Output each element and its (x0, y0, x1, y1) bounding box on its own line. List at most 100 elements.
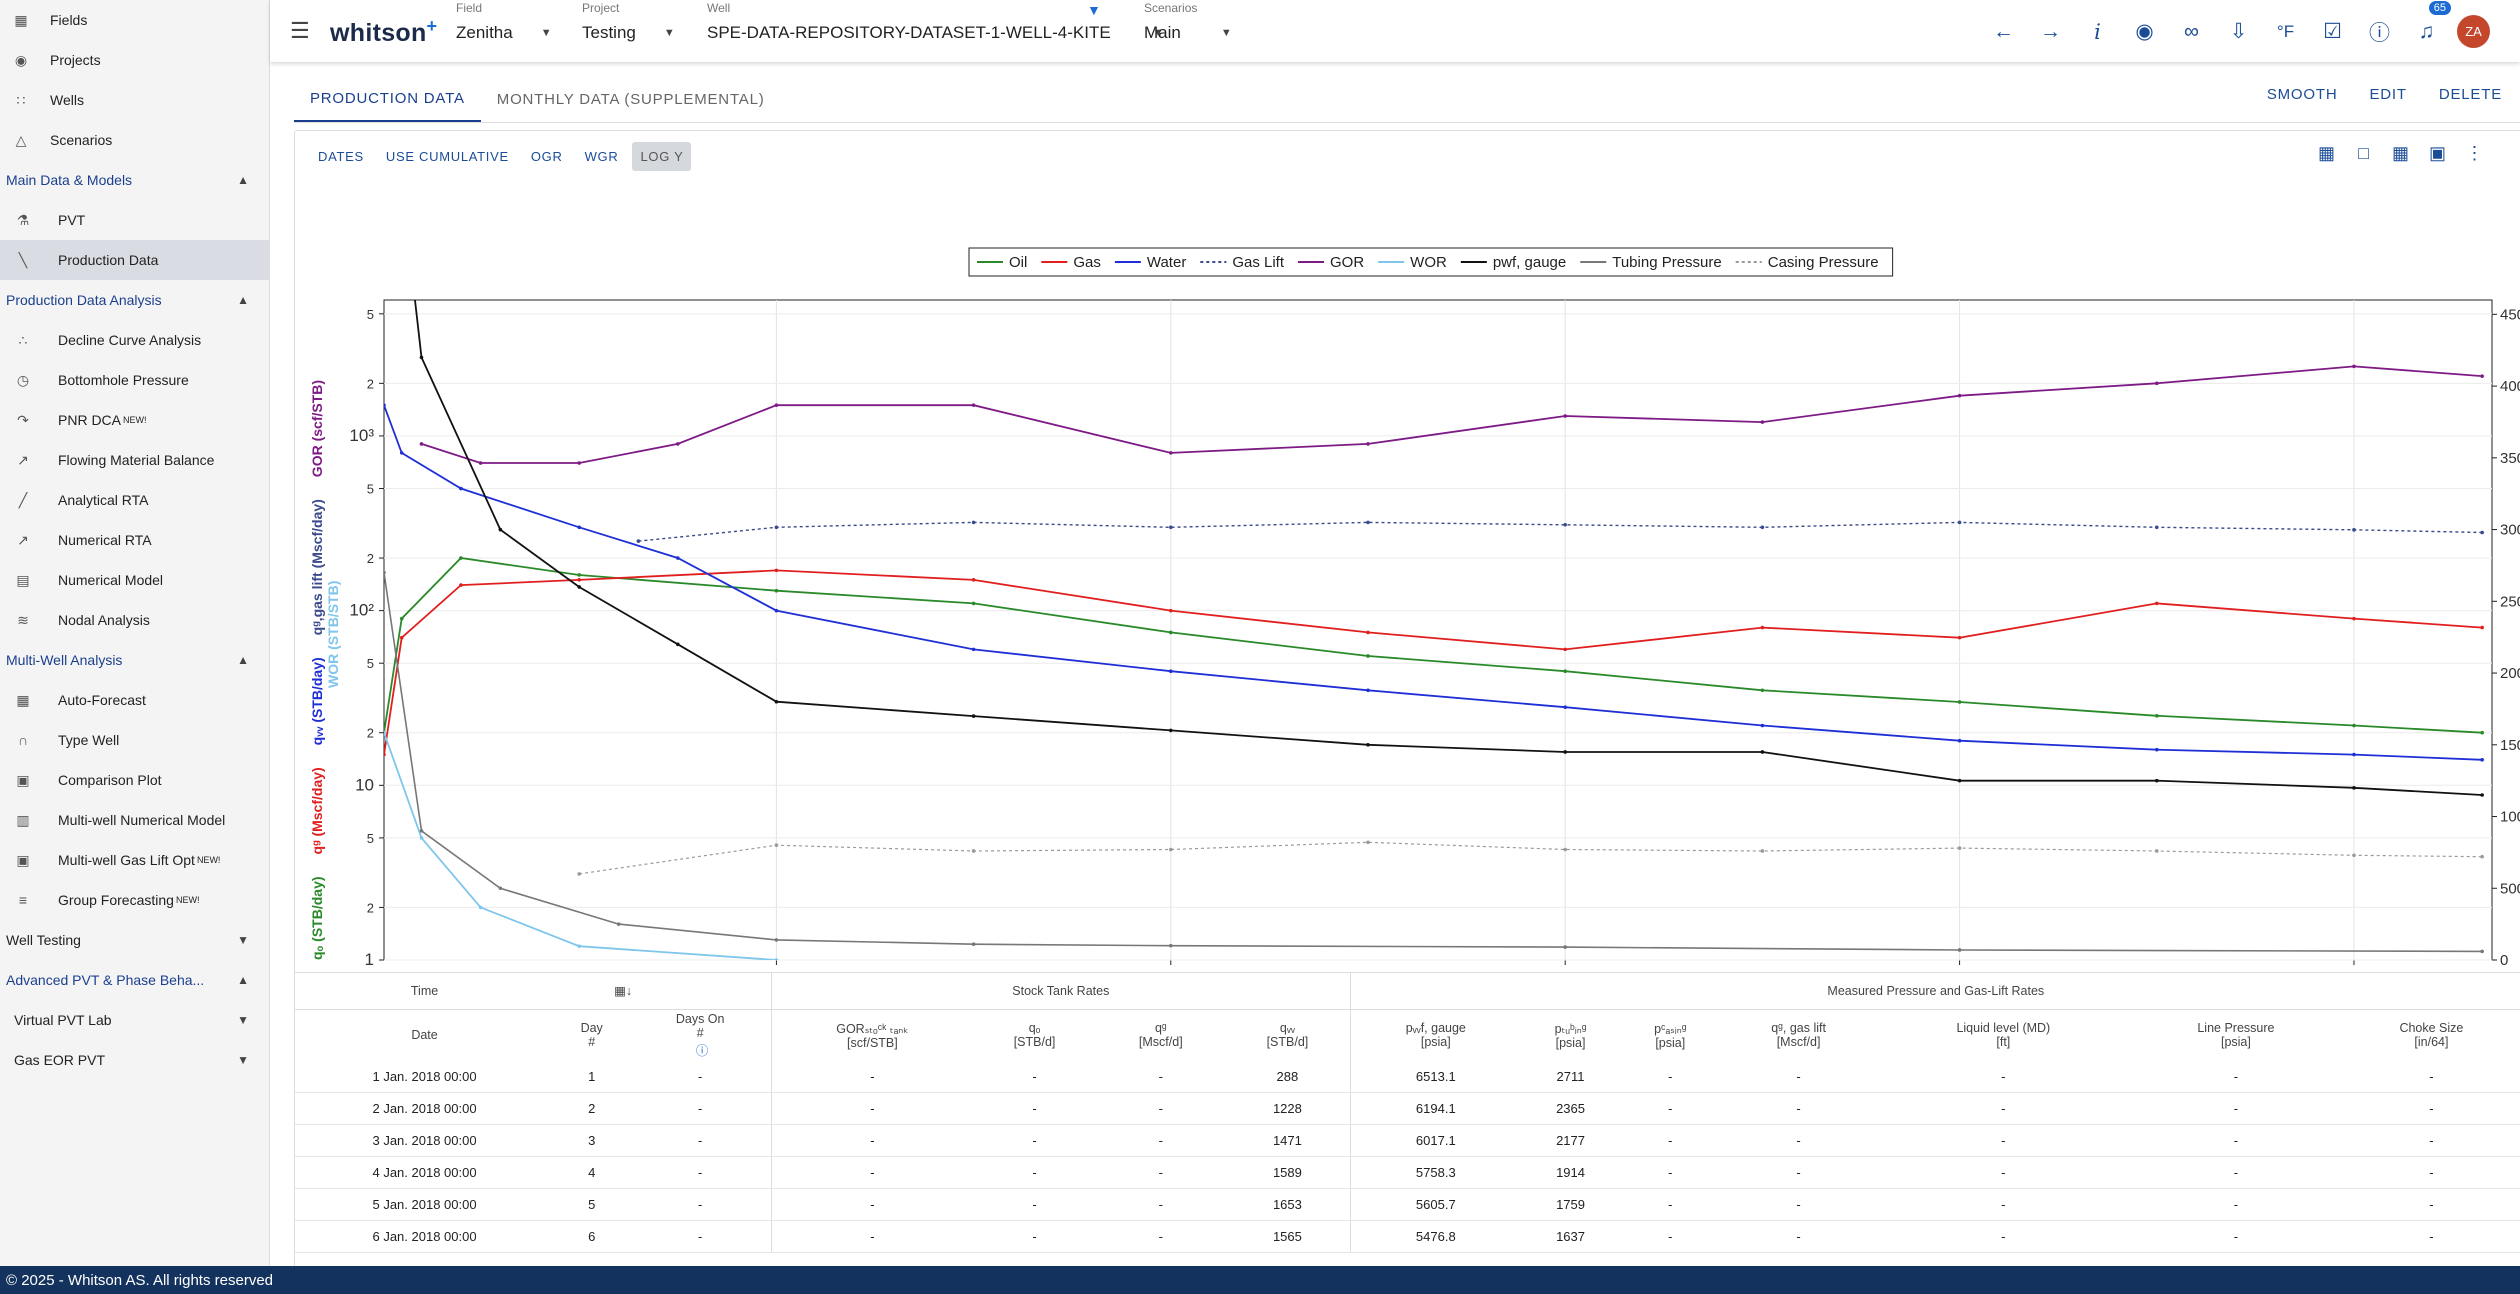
series-line-tubing-pressure (384, 572, 2483, 953)
data-point (399, 616, 404, 621)
sidebar-item-multi-well-numerical-model[interactable]: ▥ Multi-well Numerical Model (0, 800, 269, 840)
multi-well-gas-lift-opt-icon: ▣ (16, 851, 30, 868)
sort-date-icon[interactable]: ▦↓ (554, 973, 772, 1010)
sidebar-item-projects[interactable]: ◉ Projects (0, 40, 269, 80)
sidebar-item-scenarios[interactable]: △ Scenarios (0, 120, 269, 160)
project-select[interactable]: Project Testing ▼ (582, 0, 675, 43)
sidebar-item-bottomhole-pressure[interactable]: ◷ Bottomhole Pressure (0, 360, 269, 400)
section-gas-eor[interactable]: Gas EOR PVT ▼ (0, 1040, 269, 1080)
table-cell: - (771, 1092, 973, 1125)
info-icon[interactable]: i (2094, 19, 2101, 44)
menu-icon[interactable]: ☰ (290, 18, 310, 43)
sidebar-item-type-well[interactable]: ∩ Type Well (0, 720, 269, 760)
globe-icon[interactable]: ◉ (2135, 20, 2154, 43)
forward-arrow-icon[interactable]: → (2040, 19, 2061, 43)
data-point (2154, 849, 2159, 853)
tab-monthly-data[interactable]: MONTHLY DATA (SUPPLEMENTAL) (496, 90, 765, 108)
bell-icon[interactable]: ♫ 65 (2410, 1, 2451, 48)
sidebar-item-wells[interactable]: ∷ Wells (0, 80, 269, 120)
analytical-rta-icon: ╱ (18, 491, 28, 508)
column-title: Choke Size (2399, 1021, 2464, 1035)
feedback-icon[interactable]: ☑ (2323, 20, 2342, 43)
table-cell: 6194.1 (1349, 1092, 1522, 1125)
data-point (419, 442, 424, 446)
section-well-testing[interactable]: Well Testing ▼ (0, 920, 269, 960)
calendar-sort-icon[interactable]: ▦ (2317, 143, 2335, 163)
plot-area (383, 299, 2493, 961)
new-badge: NEW! (123, 415, 147, 425)
back-arrow-icon[interactable]: ← (1993, 19, 2014, 43)
sidebar-item-numerical-model[interactable]: ▤ Numerical Model (0, 560, 269, 600)
data-point (2480, 530, 2484, 535)
sidebar-item-decline-curve-analysis[interactable]: ∴ Decline Curve Analysis (0, 320, 269, 360)
sidebar-item-pnr-dca[interactable]: ↷ PNR DCA NEW! (0, 400, 269, 440)
sidebar-item-group-forecasting[interactable]: ≡ Group Forecasting NEW! (0, 880, 269, 920)
filter-icon[interactable]: ▼ (1087, 2, 1101, 18)
scenario-select[interactable]: Scenarios Main ▼ (1144, 0, 1232, 43)
table-cell: 1637 (1521, 1220, 1621, 1253)
legend-label: WOR (1410, 254, 1447, 271)
avatar[interactable]: ZA (2457, 15, 2490, 48)
tab-production-data[interactable]: PRODUCTION DATA (294, 76, 481, 122)
sidebar-item-flowing-material-balance[interactable]: ↗ Flowing Material Balance (0, 440, 269, 480)
section-pda[interactable]: Production Data Analysis ▲ (0, 280, 269, 320)
sidebar-item-comparison-plot[interactable]: ▣ Comparison Plot (0, 760, 269, 800)
production-chart[interactable]: 2004006008001000125102510²2510³250500100… (294, 130, 2520, 1020)
data-point (1957, 700, 1962, 704)
comment-icon[interactable]: □ (2358, 143, 2369, 163)
edit-button[interactable]: EDIT (2369, 86, 2407, 103)
section-virtual-pvt[interactable]: Virtual PVT Lab ▼ (0, 1000, 269, 1040)
tab-divider (294, 122, 2520, 123)
sidebar-item-nodal-analysis[interactable]: ≋ Nodal Analysis (0, 600, 269, 640)
table-icon[interactable]: ▦ (2391, 143, 2409, 163)
more-vert-icon[interactable]: ⋮ (2465, 143, 2484, 163)
smooth-button[interactable]: SMOOTH (2266, 86, 2338, 103)
link-icon[interactable]: ∞ (2184, 19, 2199, 43)
table-row[interactable]: 4 Jan. 2018 00:00 4- - - -1589 5758.3 1914- - - -… (295, 1156, 2520, 1189)
wgr-button[interactable]: WGR (584, 149, 619, 164)
sidebar-item-auto-forecast[interactable]: ▦ Auto-Forecast (0, 680, 269, 720)
sidebar-item-pvt[interactable]: ⚗ PVT (0, 200, 269, 240)
table-cell: - (1720, 1092, 1877, 1125)
table-cell: - (2129, 1060, 2342, 1093)
log-y-button[interactable]: LOG Y (632, 142, 692, 171)
table-row[interactable]: 5 Jan. 2018 00:00 5- - - -1653 5605.7 1759- - - -… (295, 1188, 2520, 1221)
data-point (676, 556, 680, 560)
whitson-logo[interactable]: whitson+ (330, 16, 437, 48)
units-toggle[interactable]: °F (2276, 21, 2295, 41)
table-row[interactable]: 6 Jan. 2018 00:00 6- - - -1565 5476.8 1637- - - -… (295, 1220, 2520, 1253)
table-row[interactable]: 3 Jan. 2018 00:00 3- - - -1471 6017.1 2177- - - -… (295, 1124, 2520, 1157)
use-cumulative-button[interactable]: USE CUMULATIVE (385, 149, 509, 164)
help-icon[interactable]: ⓘ (2369, 21, 2390, 45)
data-point (2480, 625, 2484, 630)
dates-button[interactable]: DATES (318, 149, 364, 164)
sidebar-item-numerical-rta[interactable]: ↗ Numerical RTA (0, 520, 269, 560)
section-main-data[interactable]: Main Data & Models ▲ (0, 160, 269, 200)
type-well-icon: ∩ (17, 732, 29, 748)
chart-toolbar: DATES USE CUMULATIVE OGR WGR LOG Y (310, 142, 692, 171)
data-point (498, 527, 503, 532)
download-icon[interactable]: ⇩ (2229, 20, 2248, 43)
sidebar-item-analytical-rta[interactable]: ╱ Analytical RTA (0, 480, 269, 520)
table-row[interactable]: 1 Jan. 2018 00:00 1- - - -288 6513.1 2711- - - - - (295, 1060, 2520, 1093)
section-advanced[interactable]: Advanced PVT & Phase Beha... ▲ (0, 960, 269, 1000)
sidebar-item-production-data[interactable]: ╲ Production Data (0, 240, 269, 280)
data-point (774, 568, 779, 573)
section-multi[interactable]: Multi-Well Analysis ▲ (0, 640, 269, 680)
column-title: pᵥᵥf, gauge (1405, 1021, 1466, 1035)
data-point (971, 601, 976, 606)
delete-button[interactable]: DELETE (2438, 86, 2502, 103)
help-icon[interactable]: ⓘ (695, 1043, 709, 1058)
ogr-button[interactable]: OGR (530, 149, 563, 164)
table-cell: - (972, 1220, 1097, 1253)
sidebar-item-multi-well-gas-lift-opt[interactable]: ▣ Multi-well Gas Lift Opt NEW! (0, 840, 269, 880)
sidebar-item-fields[interactable]: ▦ Fields (0, 0, 269, 40)
sidebar-item-label: Numerical RTA (58, 532, 152, 548)
legend-label: GOR (1330, 254, 1364, 271)
fit-screen-icon[interactable]: ▣ (2428, 143, 2446, 163)
table-row[interactable]: 2 Jan. 2018 00:00 2- - - -1228 6194.1 2365- - - -… (295, 1092, 2520, 1125)
well-select[interactable]: Well SPE-DATA-REPOSITORY-DATASET-1-WELL-… (707, 0, 1164, 43)
field-select[interactable]: Field Zenitha ▼ (456, 0, 552, 43)
y-left-tick-label: 2 (367, 376, 374, 391)
table-cell: - (1096, 1156, 1226, 1189)
